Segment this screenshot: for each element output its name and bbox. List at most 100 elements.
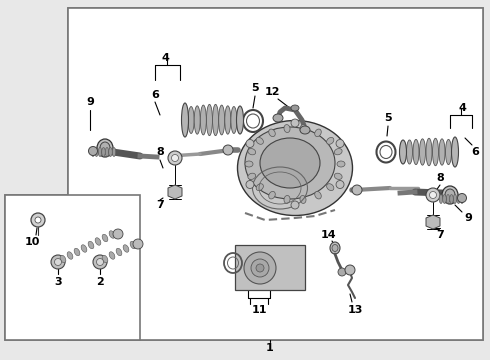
Text: 6: 6 bbox=[151, 90, 159, 100]
Text: 2: 2 bbox=[96, 277, 104, 287]
Ellipse shape bbox=[237, 107, 243, 133]
Ellipse shape bbox=[399, 140, 407, 164]
Ellipse shape bbox=[269, 129, 275, 136]
Ellipse shape bbox=[334, 173, 342, 179]
Circle shape bbox=[172, 154, 178, 162]
Ellipse shape bbox=[219, 105, 225, 135]
Circle shape bbox=[133, 239, 143, 249]
Ellipse shape bbox=[245, 161, 253, 167]
Ellipse shape bbox=[95, 238, 101, 245]
Circle shape bbox=[51, 255, 65, 269]
Ellipse shape bbox=[100, 142, 110, 154]
Circle shape bbox=[251, 259, 269, 277]
Text: 13: 13 bbox=[347, 305, 363, 315]
Polygon shape bbox=[168, 185, 182, 199]
Ellipse shape bbox=[231, 107, 237, 134]
Ellipse shape bbox=[452, 140, 458, 164]
Ellipse shape bbox=[213, 104, 219, 136]
Ellipse shape bbox=[237, 106, 244, 134]
Bar bbox=[5, 195, 140, 340]
Circle shape bbox=[223, 145, 233, 155]
Ellipse shape bbox=[334, 149, 342, 155]
Circle shape bbox=[336, 139, 344, 148]
Ellipse shape bbox=[457, 194, 460, 203]
Ellipse shape bbox=[426, 138, 432, 166]
Ellipse shape bbox=[300, 125, 306, 132]
Ellipse shape bbox=[291, 105, 299, 111]
Circle shape bbox=[336, 180, 344, 189]
Circle shape bbox=[168, 151, 182, 165]
Ellipse shape bbox=[200, 105, 206, 135]
Ellipse shape bbox=[400, 140, 406, 163]
Ellipse shape bbox=[238, 121, 352, 216]
Text: 9: 9 bbox=[86, 97, 94, 107]
Ellipse shape bbox=[446, 194, 450, 203]
Circle shape bbox=[35, 217, 41, 223]
Bar bbox=[5, 195, 140, 340]
Ellipse shape bbox=[130, 241, 136, 249]
Ellipse shape bbox=[245, 127, 335, 199]
Ellipse shape bbox=[330, 242, 340, 254]
Ellipse shape bbox=[181, 103, 189, 137]
Bar bbox=[235, 245, 305, 290]
Ellipse shape bbox=[256, 184, 264, 190]
Text: 7: 7 bbox=[436, 230, 444, 240]
Ellipse shape bbox=[315, 129, 321, 136]
Ellipse shape bbox=[443, 194, 446, 203]
Ellipse shape bbox=[105, 148, 109, 157]
Ellipse shape bbox=[81, 245, 87, 252]
Ellipse shape bbox=[273, 114, 283, 122]
Ellipse shape bbox=[453, 194, 457, 203]
Ellipse shape bbox=[109, 231, 115, 238]
Text: 14: 14 bbox=[320, 230, 336, 240]
Ellipse shape bbox=[332, 244, 338, 252]
Text: 7: 7 bbox=[156, 200, 164, 210]
Circle shape bbox=[291, 119, 299, 127]
Ellipse shape bbox=[284, 125, 290, 132]
Ellipse shape bbox=[460, 194, 464, 203]
Ellipse shape bbox=[112, 148, 116, 157]
Circle shape bbox=[345, 265, 355, 275]
Circle shape bbox=[246, 180, 254, 189]
Ellipse shape bbox=[433, 138, 439, 166]
Ellipse shape bbox=[300, 195, 306, 203]
Ellipse shape bbox=[248, 149, 256, 155]
Circle shape bbox=[256, 264, 264, 272]
Ellipse shape bbox=[67, 252, 73, 259]
Text: 5: 5 bbox=[251, 83, 259, 93]
Text: 4: 4 bbox=[161, 53, 169, 63]
Ellipse shape bbox=[413, 139, 419, 165]
Text: 6: 6 bbox=[471, 147, 479, 157]
Ellipse shape bbox=[102, 234, 108, 242]
Ellipse shape bbox=[458, 194, 466, 202]
Circle shape bbox=[113, 229, 123, 239]
Text: 3: 3 bbox=[54, 277, 62, 287]
Ellipse shape bbox=[116, 248, 122, 256]
Circle shape bbox=[246, 139, 254, 148]
Circle shape bbox=[31, 213, 45, 227]
Circle shape bbox=[97, 258, 103, 266]
Ellipse shape bbox=[337, 161, 345, 167]
Ellipse shape bbox=[102, 255, 108, 263]
Ellipse shape bbox=[442, 186, 458, 204]
Ellipse shape bbox=[284, 195, 290, 203]
Circle shape bbox=[54, 258, 62, 266]
Ellipse shape bbox=[123, 245, 129, 252]
Bar bbox=[68, 8, 483, 340]
Ellipse shape bbox=[445, 139, 451, 165]
Text: 10: 10 bbox=[24, 237, 40, 247]
Ellipse shape bbox=[206, 104, 213, 136]
Text: 5: 5 bbox=[384, 113, 392, 123]
Circle shape bbox=[426, 188, 440, 202]
Ellipse shape bbox=[88, 241, 94, 249]
Circle shape bbox=[352, 185, 362, 195]
Circle shape bbox=[93, 255, 107, 269]
Text: 8: 8 bbox=[436, 173, 444, 183]
Circle shape bbox=[291, 201, 299, 209]
Ellipse shape bbox=[327, 138, 334, 144]
Ellipse shape bbox=[97, 139, 113, 157]
Ellipse shape bbox=[260, 138, 320, 188]
Ellipse shape bbox=[327, 184, 334, 190]
Text: 12: 12 bbox=[264, 87, 280, 97]
Ellipse shape bbox=[109, 252, 115, 259]
